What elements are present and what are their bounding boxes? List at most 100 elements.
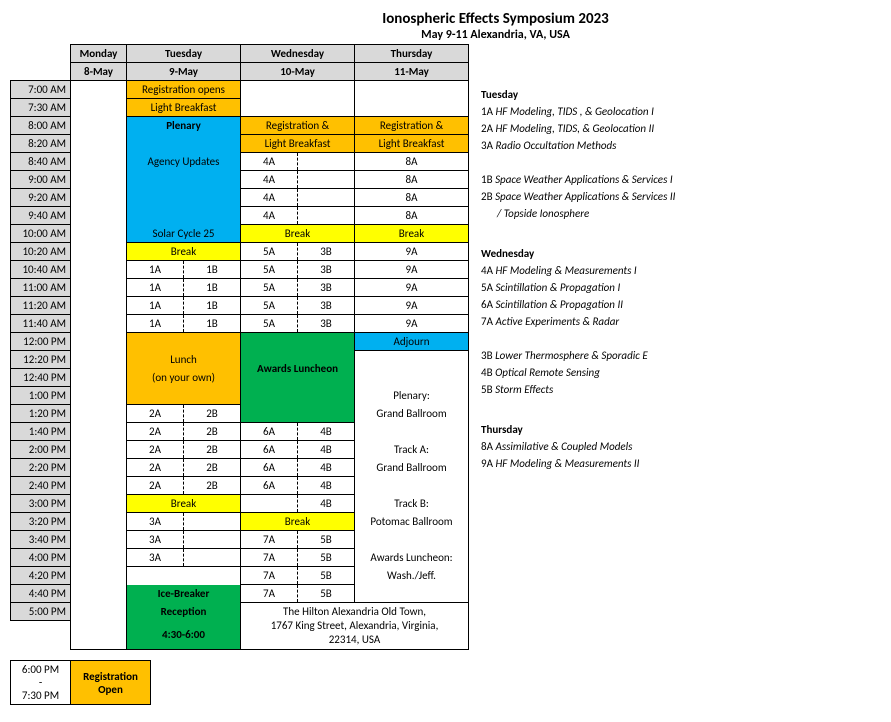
time-cell: 12:20 PM: [11, 351, 71, 369]
wed-5a: 5A: [241, 279, 298, 297]
tue-break: Break: [127, 243, 241, 261]
thu-bf: Light Breakfast: [355, 135, 469, 153]
thu-break: Break: [355, 225, 469, 243]
wed-3b: 3B: [298, 261, 355, 279]
tue-2b: 2B: [184, 477, 241, 495]
time-cell: 1:00 PM: [11, 387, 71, 405]
time-cell: 2:00 PM: [11, 441, 71, 459]
tue-ice2: Reception: [127, 603, 241, 621]
tue-2b: 2B: [184, 423, 241, 441]
time-cell: 9:20 AM: [11, 189, 71, 207]
wed-4a: 4A: [241, 189, 298, 207]
bottom-time: 6:00 PM-7:30 PM: [11, 661, 71, 705]
wed-4b: 4B: [298, 495, 355, 513]
hdr-tue: Tuesday: [127, 45, 241, 63]
tue-reg-open: Registration opens: [127, 81, 241, 99]
tue-3a: 3A: [127, 549, 184, 567]
legend-thu-h: Thursday: [481, 421, 675, 438]
wed-3b: 3B: [298, 315, 355, 333]
tue-agency: Agency Updates: [127, 153, 241, 171]
tue-2a: 2A: [127, 423, 184, 441]
time-cell: 10:40 AM: [11, 261, 71, 279]
time-cell: 8:40 AM: [11, 153, 71, 171]
time-cell: 8:20 AM: [11, 135, 71, 153]
tue-2a: 2A: [127, 441, 184, 459]
thu-8a: 8A: [355, 189, 469, 207]
wed-break2: Break: [241, 513, 355, 531]
wed-7a: 7A: [241, 549, 298, 567]
hdr-mon-date: 8-May: [71, 63, 127, 81]
wed-break: Break: [241, 225, 355, 243]
wed-bf: Light Breakfast: [241, 135, 355, 153]
wed-5b: 5B: [298, 567, 355, 585]
tue-lunch1: Lunch: [127, 351, 241, 369]
thu-plenary: Plenary:: [355, 387, 469, 405]
wed-3b: 3B: [298, 243, 355, 261]
time-cell: 3:00 PM: [11, 495, 71, 513]
tue-2b: 2B: [184, 405, 241, 423]
tue-ice3: 4:30-6:00: [127, 621, 241, 650]
tue-1a: 1A: [127, 279, 184, 297]
tue-3a: 3A: [127, 531, 184, 549]
thu-grand2: Grand Ballroom: [355, 459, 469, 477]
tue-1b: 1B: [184, 315, 241, 333]
thu-9a: 9A: [355, 297, 469, 315]
time-cell: 3:20 PM: [11, 513, 71, 531]
tue-2b: 2B: [184, 441, 241, 459]
thu-9a: 9A: [355, 279, 469, 297]
wed-4b: 4B: [298, 423, 355, 441]
bottom-reg: RegistrationOpen: [71, 661, 151, 705]
wed-awards: Awards Luncheon: [241, 333, 355, 405]
wed-7a: 7A: [241, 585, 298, 603]
time-cell: 2:20 PM: [11, 459, 71, 477]
thu-al2: Wash./Jeff.: [355, 567, 469, 585]
wed-6a: 6A: [241, 477, 298, 495]
thu-adjourn: Adjourn: [355, 333, 469, 351]
tue-plenary: Plenary: [127, 117, 241, 135]
time-cell: 4:40 PM: [11, 585, 71, 603]
tue-2a: 2A: [127, 405, 184, 423]
legend-row: 1A HF Modeling, TIDS , & Geolocation I: [481, 103, 675, 120]
wed-4b: 4B: [298, 459, 355, 477]
wed-4b: 4B: [298, 477, 355, 495]
wed-reg: Registration &: [241, 117, 355, 135]
wed-4a: 4A: [241, 207, 298, 225]
time-cell: 11:40 AM: [11, 315, 71, 333]
wed-5b: 5B: [298, 549, 355, 567]
time-cell: 8:00 AM: [11, 117, 71, 135]
time-cell: 12:40 PM: [11, 369, 71, 387]
tue-1a: 1A: [127, 315, 184, 333]
thu-9a: 9A: [355, 261, 469, 279]
legend-row: 5B Storm Effects: [481, 381, 675, 398]
time-cell: 7:30 AM: [11, 99, 71, 117]
legend-row: 2B Space Weather Applications & Services…: [481, 188, 675, 205]
legend-row: 4A HF Modeling & Measurements I: [481, 262, 675, 279]
legend-row: 3A Radio Occultation Methods: [481, 137, 675, 154]
wed-4b: 4B: [298, 441, 355, 459]
legend-row: 4B Optical Remote Sensing: [481, 364, 675, 381]
tue-2a: 2A: [127, 477, 184, 495]
legend-row: 9A HF Modeling & Measurements II: [481, 455, 675, 472]
tue-ice1: Ice-Breaker: [127, 585, 241, 603]
wed-3b: 3B: [298, 279, 355, 297]
time-cell: 5:00 PM: [11, 603, 71, 621]
wed-7a: 7A: [241, 567, 298, 585]
time-cell: 1:40 PM: [11, 423, 71, 441]
wed-6a: 6A: [241, 423, 298, 441]
legend: Tuesday 1A HF Modeling, TIDS , & Geoloca…: [481, 44, 675, 472]
thu-reg: Registration &: [355, 117, 469, 135]
wed-7a: 7A: [241, 531, 298, 549]
time-cell: 4:00 PM: [11, 549, 71, 567]
venue-address: The Hilton Alexandria Old Town, 1767 Kin…: [241, 603, 469, 650]
tue-break2: Break: [127, 495, 241, 513]
legend-row: / Topside Ionosphere: [481, 205, 675, 222]
legend-row: 3B Lower Thermosphere & Sporadic E: [481, 347, 675, 364]
legend-row: 7A Active Experiments & Radar: [481, 313, 675, 330]
thu-grand: Grand Ballroom: [355, 405, 469, 423]
time-cell: 12:00 PM: [11, 333, 71, 351]
thu-trackb: Track B:: [355, 495, 469, 513]
schedule-wrap: Monday Tuesday Wednesday Thursday 8-May …: [10, 44, 881, 650]
time-cell: 10:00 AM: [11, 225, 71, 243]
wed-3b: 3B: [298, 297, 355, 315]
wed-6a: 6A: [241, 441, 298, 459]
